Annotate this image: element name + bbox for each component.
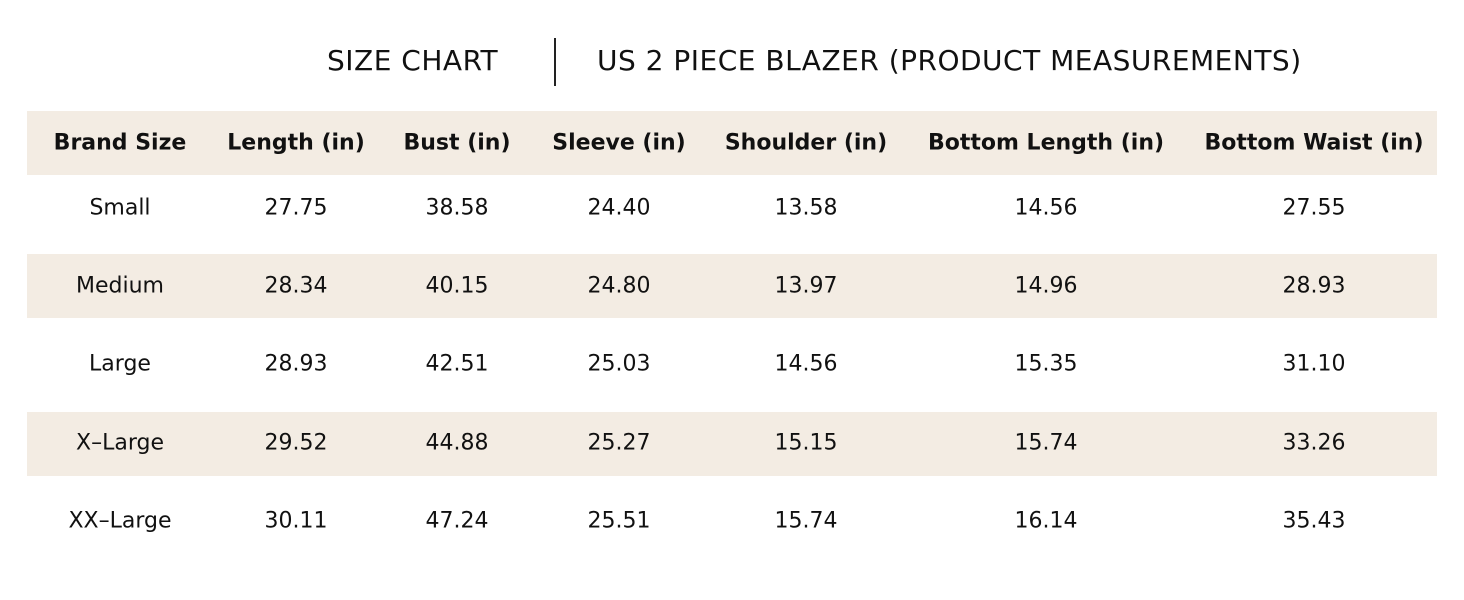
measurement: 14.56 <box>1014 195 1078 221</box>
column-header: Sleeve (in) <box>552 130 686 156</box>
column-header: Bottom Waist (in) <box>1204 130 1424 156</box>
measurement: 31.10 <box>1282 351 1346 377</box>
size-label: Small <box>89 195 151 221</box>
measurement: 27.55 <box>1282 195 1346 221</box>
measurement: 15.35 <box>1014 351 1078 377</box>
measurement: 28.34 <box>264 273 328 299</box>
divider <box>554 38 556 86</box>
measurement: 25.03 <box>587 351 651 377</box>
measurement: 44.88 <box>425 430 489 456</box>
column-header: Bust (in) <box>403 130 511 156</box>
measurement: 25.51 <box>587 508 651 534</box>
measurement: 47.24 <box>425 508 489 534</box>
measurement: 30.11 <box>264 508 328 534</box>
measurement: 24.40 <box>587 195 651 221</box>
measurement: 14.96 <box>1014 273 1078 299</box>
measurement: 33.26 <box>1282 430 1346 456</box>
column-header: Bottom Length (in) <box>927 130 1165 156</box>
title: SIZE CHART <box>327 44 499 77</box>
size-label: X–Large <box>76 430 164 456</box>
measurement: 16.14 <box>1014 508 1078 534</box>
size-label: Large <box>89 351 151 377</box>
size-label: Medium <box>76 273 164 299</box>
measurement: 13.58 <box>774 195 838 221</box>
measurement: 25.27 <box>587 430 651 456</box>
measurement: 29.52 <box>264 430 328 456</box>
subtitle: US 2 PIECE BLAZER (PRODUCT MEASUREMENTS) <box>597 44 1302 77</box>
column-header: Brand Size <box>53 130 187 156</box>
size-label: XX–Large <box>68 508 172 534</box>
measurement: 15.15 <box>774 430 838 456</box>
measurement: 14.56 <box>774 351 838 377</box>
measurement: 27.75 <box>264 195 328 221</box>
measurement: 15.74 <box>1014 430 1078 456</box>
column-header: Length (in) <box>227 130 365 156</box>
header-band <box>27 111 1437 175</box>
measurement: 38.58 <box>425 195 489 221</box>
measurement: 28.93 <box>264 351 328 377</box>
measurement: 15.74 <box>774 508 838 534</box>
column-header: Shoulder (in) <box>724 130 888 156</box>
measurement: 40.15 <box>425 273 489 299</box>
measurement: 42.51 <box>425 351 489 377</box>
measurement: 35.43 <box>1282 508 1346 534</box>
row-band <box>27 254 1437 318</box>
row-band <box>27 412 1437 476</box>
measurement: 24.80 <box>587 273 651 299</box>
measurement: 28.93 <box>1282 273 1346 299</box>
measurement: 13.97 <box>774 273 838 299</box>
